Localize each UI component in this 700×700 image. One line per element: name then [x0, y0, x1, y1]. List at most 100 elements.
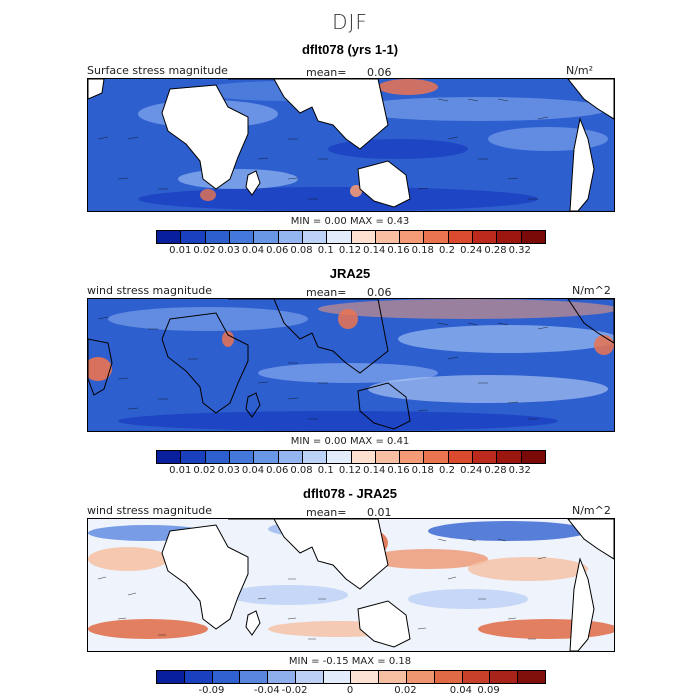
colorbar-swatch	[184, 671, 213, 683]
colorbar-tick-label: 0.08	[290, 245, 313, 256]
panel-1-min-label: MIN =	[290, 216, 322, 227]
panel-3-colorbar	[156, 670, 546, 684]
panel-3-heading: dflt078 - JRA25	[303, 486, 397, 501]
colorbar-swatch	[521, 231, 545, 243]
colorbar-tick-label: 0.06	[266, 245, 289, 256]
colorbar-tick-label: 0.2	[439, 245, 455, 256]
colorbar-swatch	[473, 451, 498, 463]
colorbar-tick-label: 0.02	[394, 685, 417, 696]
colorbar-swatch	[379, 671, 408, 683]
colorbar-swatch	[434, 671, 463, 683]
panel-2-minmax: MIN = 0.00 MAX = 0.41	[0, 436, 700, 447]
panel-2-units: N/m^2	[572, 284, 611, 297]
colorbar-tick-label: 0.2	[439, 465, 455, 476]
colorbar-tick-label: 0	[346, 685, 354, 696]
panel-1-mean-label: mean=	[306, 66, 347, 79]
colorbar-tick-label: 0.12	[338, 245, 362, 256]
colorbar-swatch	[157, 231, 182, 243]
colorbar-swatch	[302, 231, 328, 243]
colorbar-tick-label: 0.24	[460, 245, 483, 256]
colorbar-swatch	[473, 231, 498, 243]
colorbar-swatch	[351, 451, 376, 463]
colorbar-swatch	[157, 671, 185, 683]
colorbar-swatch	[521, 451, 545, 463]
colorbar-swatch	[448, 231, 474, 243]
colorbar-swatch	[351, 671, 380, 683]
panel-3-colorbar-ticks: -0.09 -0.04 -0.02 0 0.02 0.04 0.09	[156, 685, 544, 697]
colorbar-swatch	[424, 451, 449, 463]
colorbar-tick-label: -0.04	[253, 685, 280, 696]
panel-2-min-label: MIN =	[290, 436, 322, 447]
colorbar-swatch	[268, 671, 296, 683]
panel-3-units: N/m^2	[572, 504, 611, 517]
colorbar-tick-label: 0.03	[217, 465, 240, 476]
panel-2-mean-label: mean=	[306, 286, 347, 299]
panel-1-minmax: MIN = 0.00 MAX = 0.43	[0, 216, 700, 227]
colorbar-swatch	[181, 451, 206, 463]
panel-1-max-value: 0.43	[387, 216, 410, 227]
colorbar-swatch	[157, 451, 182, 463]
colorbar-tick-label: 0.01	[169, 245, 192, 256]
colorbar-tick-label: 0.02	[193, 245, 216, 256]
panel-3-map	[87, 518, 615, 652]
colorbar-tick-label: 0.09	[477, 685, 500, 696]
panel-1-heading: dflt078 (yrs 1-1)	[301, 42, 399, 57]
colorbar-swatch	[302, 451, 328, 463]
panel-2-colorbar	[156, 450, 546, 464]
colorbar-tick-label: 0.16	[387, 245, 410, 256]
colorbar-tick-label: 0.18	[411, 465, 434, 476]
panel-1-min-value: 0.00	[324, 216, 347, 227]
panel-2-heading: JRA25	[329, 266, 371, 281]
colorbar-swatch	[490, 671, 519, 683]
panel-2-max-label: MAX =	[349, 436, 384, 447]
colorbar-tick-label: 0.12	[338, 465, 362, 476]
colorbar-swatch	[295, 671, 324, 683]
colorbar-swatch	[424, 231, 449, 243]
colorbar-swatch	[254, 451, 279, 463]
panel-3-mean-label: mean=	[306, 506, 347, 519]
panel-1-mean-value: 0.06	[367, 66, 392, 79]
panel-2-colorbar-ticks: 0.01 0.02 0.03 0.04 0.06 0.08 0.1 0.12 0.14 0.16 0…	[156, 465, 544, 477]
panel-1-colorbar	[156, 230, 546, 244]
colorbar-swatch	[448, 451, 474, 463]
colorbar-swatch	[400, 231, 425, 243]
figure-title: DJF	[332, 10, 368, 34]
colorbar-swatch	[254, 231, 279, 243]
panel-1-colorbar-ticks: 0.01 0.02 0.03 0.04 0.06 0.08 0.1 0.12 0.14 0.16 0…	[156, 245, 544, 257]
panel-3-min-label: MIN =	[288, 656, 320, 667]
panel-3-max-label: MAX =	[351, 656, 386, 667]
colorbar-swatch	[240, 671, 269, 683]
panel-1-map-canvas	[88, 79, 614, 211]
colorbar-swatch	[278, 451, 303, 463]
colorbar-tick-label: 0.04	[241, 245, 265, 256]
colorbar-tick-label: 0.02	[193, 465, 216, 476]
colorbar-tick-label: 0.1	[317, 245, 334, 256]
panel-2-variable-label: wind stress magnitude	[87, 284, 213, 297]
panel-2-map	[87, 298, 615, 432]
colorbar-swatch	[518, 671, 545, 683]
colorbar-swatch	[375, 451, 401, 463]
colorbar-tick-label: -0.09	[198, 685, 225, 696]
panel-3-variable-label: wind stress magnitude	[87, 504, 213, 517]
colorbar-swatch	[205, 231, 230, 243]
panel-1-units: N/m²	[566, 64, 594, 77]
panel-2-min-value: 0.00	[324, 436, 347, 447]
colorbar-swatch	[327, 451, 352, 463]
panel-2-mean-value: 0.06	[367, 286, 392, 299]
colorbar-swatch	[181, 231, 206, 243]
colorbar-tick-label: -0.02	[281, 685, 308, 696]
panel-1-variable-label: Surface stress magnitude	[87, 64, 228, 77]
colorbar-tick-label: 0.04	[241, 465, 265, 476]
colorbar-tick-label: 0.32	[508, 465, 531, 476]
colorbar-swatch	[462, 671, 491, 683]
colorbar-tick-label: 0.08	[290, 465, 313, 476]
panel-1-max-label: MAX =	[349, 216, 384, 227]
colorbar-tick-label: 0.32	[508, 245, 531, 256]
panel-2-map-canvas	[88, 299, 614, 431]
panel-1-map	[87, 78, 615, 212]
colorbar-tick-label: 0.03	[217, 245, 240, 256]
colorbar-swatch	[229, 451, 255, 463]
colorbar-swatch	[375, 231, 401, 243]
colorbar-swatch	[212, 671, 241, 683]
colorbar-swatch	[351, 231, 376, 243]
